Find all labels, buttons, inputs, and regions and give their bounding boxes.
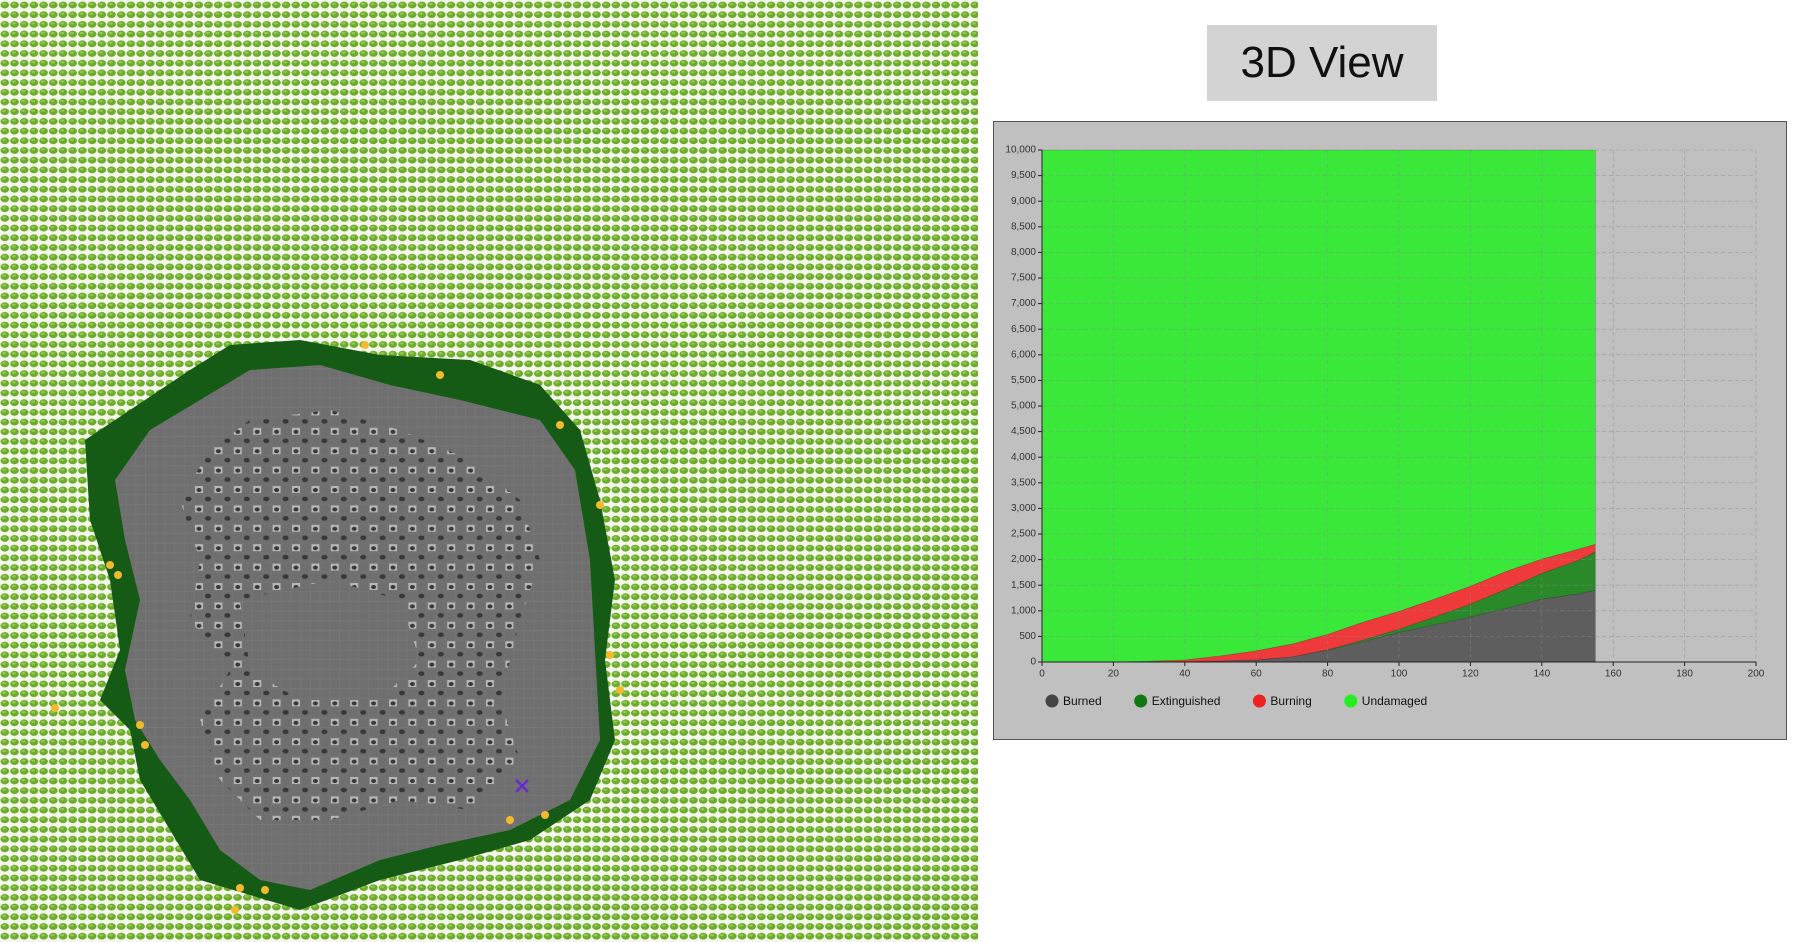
3d-view-button[interactable]: 3D View — [1207, 25, 1437, 101]
x-tick-label: 0 — [1039, 669, 1045, 680]
legend-label: Burned — [1063, 694, 1102, 708]
fire-front — [51, 341, 624, 914]
y-tick-label: 500 — [1019, 631, 1036, 642]
legend-marker — [1134, 694, 1148, 708]
x-tick-label: 40 — [1179, 669, 1191, 680]
y-tick-label: 7,000 — [1011, 298, 1036, 309]
y-tick-label: 10,000 — [1005, 145, 1036, 156]
area — [1042, 589, 1596, 663]
area — [1041, 149, 1596, 663]
y-tick-label: 0 — [1030, 657, 1036, 668]
legend-marker — [1344, 694, 1358, 708]
legend-label: Extinguished — [1152, 694, 1221, 708]
x-tick-label: 60 — [1251, 669, 1263, 680]
y-tick-label: 3,000 — [1011, 503, 1036, 514]
legend-label: Burning — [1270, 694, 1311, 708]
x-tick-label: 180 — [1676, 669, 1693, 680]
x-tick-label: 20 — [1108, 669, 1120, 680]
cursor-marker — [515, 779, 529, 793]
area — [1042, 551, 1596, 663]
burned-core — [240, 580, 420, 700]
y-tick-label: 2,500 — [1011, 529, 1036, 540]
x-tick-label: 100 — [1391, 669, 1408, 680]
y-tick-label: 5,000 — [1011, 401, 1036, 412]
y-tick-label: 6,500 — [1011, 324, 1036, 335]
x-tick-label: 160 — [1605, 669, 1622, 680]
y-tick-label: 8,000 — [1011, 247, 1036, 258]
area — [1042, 543, 1596, 663]
y-tick-label: 9,000 — [1011, 196, 1036, 207]
x-tick-label: 200 — [1748, 669, 1765, 680]
legend-marker — [1252, 694, 1266, 708]
y-tick-label: 8,500 — [1011, 221, 1036, 232]
x-tick-label: 80 — [1322, 669, 1334, 680]
y-tick-label: 4,500 — [1011, 426, 1036, 437]
y-tick-label: 1,500 — [1011, 580, 1036, 591]
chart-panel — [993, 121, 1787, 740]
legend-label: Undamaged — [1362, 694, 1427, 708]
y-tick-label: 6,000 — [1011, 349, 1036, 360]
y-tick-label: 3,500 — [1011, 477, 1036, 488]
legend-marker — [1045, 694, 1059, 708]
y-tick-label: 9,500 — [1011, 170, 1036, 181]
y-tick-label: 1,000 — [1011, 605, 1036, 616]
forest-grid — [0, 0, 978, 942]
y-tick-label: 4,000 — [1011, 452, 1036, 463]
y-tick-label: 5,500 — [1011, 375, 1036, 386]
y-tick-label: 7,500 — [1011, 273, 1036, 284]
x-tick-label: 120 — [1462, 669, 1479, 680]
x-tick-label: 140 — [1533, 669, 1550, 680]
y-tick-label: 2,000 — [1011, 554, 1036, 565]
